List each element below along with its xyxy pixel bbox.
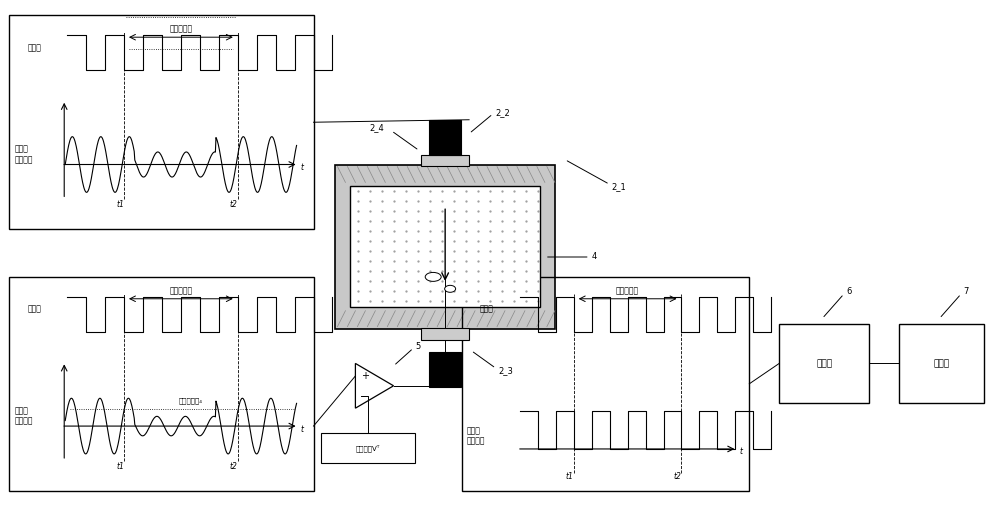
Bar — [421, 155, 469, 167]
Text: 2_4: 2_4 — [369, 123, 384, 132]
Text: t: t — [301, 163, 304, 172]
Bar — [899, 324, 984, 403]
Text: t: t — [739, 448, 742, 456]
Text: t2: t2 — [674, 472, 681, 481]
Text: t1: t1 — [116, 462, 124, 471]
Text: 5: 5 — [415, 341, 421, 351]
Bar — [335, 164, 555, 328]
Bar — [429, 353, 461, 387]
Text: t1: t1 — [116, 200, 124, 209]
Bar — [350, 187, 540, 307]
Text: 单片机: 单片机 — [816, 359, 832, 368]
Text: 7: 7 — [963, 287, 969, 296]
Text: t: t — [301, 425, 304, 434]
Text: 2_2: 2_2 — [495, 108, 510, 117]
Bar — [9, 15, 314, 229]
Text: 时序图: 时序图 — [27, 43, 41, 52]
Text: 超声波
接收信号: 超声波 接收信号 — [14, 407, 33, 426]
Text: 4: 4 — [592, 252, 597, 262]
Bar — [320, 433, 415, 463]
Text: t2: t2 — [230, 200, 238, 209]
Text: 6: 6 — [846, 287, 851, 296]
Text: 阀値电压Vᵀ: 阀値电压Vᵀ — [356, 444, 380, 452]
Text: 超声波
发射信号: 超声波 发射信号 — [14, 145, 33, 164]
Ellipse shape — [425, 272, 441, 281]
Text: 2_3: 2_3 — [498, 366, 513, 375]
Text: 定时器: 定时器 — [933, 359, 949, 368]
Bar — [779, 324, 869, 403]
Text: 有气泡混入: 有气泡混入 — [169, 25, 192, 34]
Bar — [429, 120, 461, 155]
Text: 时序图: 时序图 — [27, 305, 41, 314]
Bar — [421, 327, 469, 340]
Text: +: + — [361, 371, 369, 381]
Text: 有气泡混入: 有气泡混入 — [616, 286, 639, 296]
Bar — [462, 277, 749, 491]
Text: -: - — [361, 391, 365, 400]
Text: t2: t2 — [230, 462, 238, 471]
Text: 阀値电压图₄: 阀値电压图₄ — [179, 397, 203, 404]
Text: 有气泡混入: 有气泡混入 — [169, 286, 192, 296]
Text: t1: t1 — [566, 472, 574, 481]
Text: 比较器
输出信号: 比较器 输出信号 — [467, 426, 486, 446]
Text: 2_1: 2_1 — [612, 182, 626, 191]
Ellipse shape — [445, 285, 456, 292]
Text: 时序图: 时序图 — [480, 305, 494, 314]
Bar — [9, 277, 314, 491]
